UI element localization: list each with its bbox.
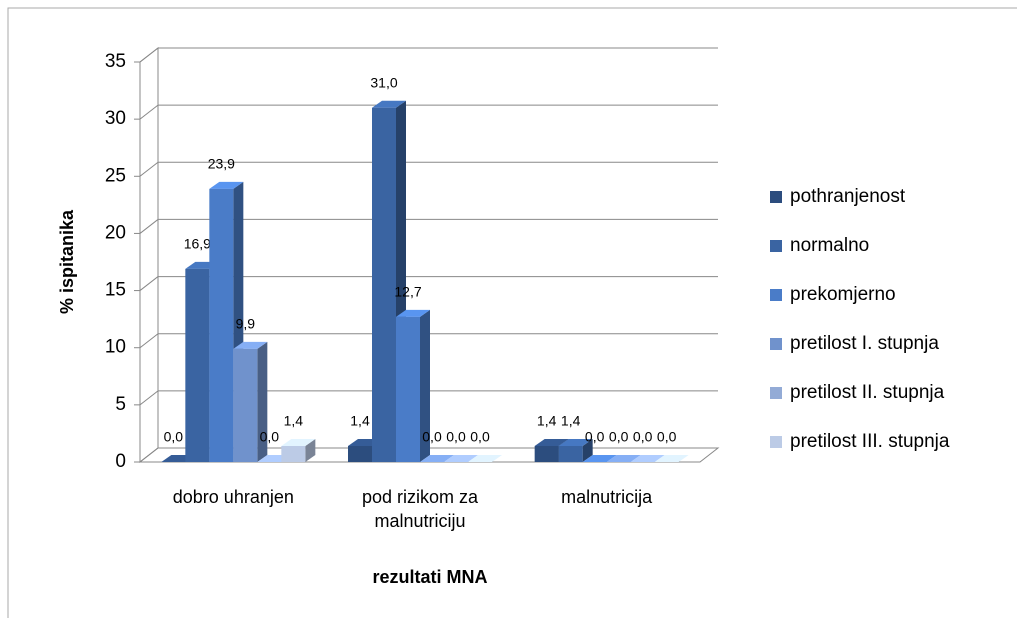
value-label: 1,4 [561,413,581,429]
bar [606,455,641,462]
bar-side [582,439,593,462]
bar-front [348,446,372,462]
y-axis-label: % ispitanika [57,209,77,314]
bar [420,455,454,462]
y-tick-label: 30 [105,108,126,129]
bar-top [630,455,665,462]
y-tick-label: 35 [105,51,126,72]
bar-side [420,309,430,462]
back-wall [139,46,159,464]
legend-swatch [770,289,782,301]
bar-top [372,100,406,108]
legend-swatch [770,387,782,399]
bar [582,455,617,462]
value-label: 9,9 [236,316,256,332]
bar [444,455,478,462]
value-label: 0,0 [260,429,280,445]
bar [654,455,689,462]
legend-label: pothranjenost [790,186,906,207]
bar-front [209,188,234,462]
grid-line-depth [139,333,159,349]
grid-line-depth [139,390,159,406]
grid-line-depth [139,161,159,177]
x-tick-label: malnutricija [561,487,653,507]
value-label: 0,0 [585,429,605,445]
bar [396,309,430,462]
legend-swatch [770,191,782,203]
value-label: 1,4 [284,413,304,429]
y-tick-label: 10 [105,337,126,358]
bar-top [534,439,569,446]
bar-top [420,455,454,462]
bar [281,439,316,462]
bar [558,439,593,462]
x-tick-label: pod rizikom za malnutriciju [361,487,479,531]
legend-swatch [770,436,782,448]
legend-swatch [770,240,782,252]
bar-front [396,316,420,462]
bar [233,341,268,462]
legend-label: prekomjerno [790,284,896,305]
bar-top [444,455,478,462]
value-label: 0,0 [609,429,629,445]
bar-top [281,439,316,446]
bar-front [281,446,306,462]
grid-line-depth [139,447,159,463]
bar-front [558,446,583,462]
y-tick-label: 5 [115,394,126,415]
value-label: 0,0 [164,429,184,445]
bar-front [372,107,396,462]
value-label: 16,9 [184,236,211,252]
bar-front [233,348,258,462]
bar-top [654,455,689,462]
bar [468,455,502,462]
value-label: 1,4 [537,413,557,429]
y-tick-label: 20 [105,222,126,243]
chart-border [7,7,1017,618]
bar [630,455,665,462]
bar-front [534,446,559,462]
bar-side [305,439,316,462]
grid-line-depth [139,47,159,63]
value-label: 0,0 [446,429,466,445]
bar-front [185,268,210,462]
legend-label: pretilost II. stupnja [790,382,945,403]
x-axis-label: rezultati MNA [372,567,487,587]
value-label: 0,0 [633,429,653,445]
bar-top [558,439,593,446]
y-tick-label: 0 [115,451,126,472]
bar-top [233,341,268,349]
legend-label: pretilost I. stupnja [790,333,939,354]
y-tick-label: 15 [105,280,126,301]
bar-top [396,309,430,317]
value-label: 0,0 [470,429,490,445]
legend-label: normalno [790,235,869,256]
value-label: 1,4 [350,413,370,429]
value-label: 23,9 [208,156,235,172]
bar-top [468,455,502,462]
bar-side [257,341,268,462]
bar-top [209,181,244,189]
bar-top [582,455,617,462]
grid-line-depth [139,276,159,291]
legend-swatch [770,338,782,350]
grid-line-depth [139,104,159,120]
grid-line-depth [139,219,159,234]
value-label: 0,0 [422,429,442,445]
bar-top [606,455,641,462]
x-tick-label: dobro uhranjen [172,487,294,507]
y-tick-label: 25 [105,165,126,186]
value-label: 12,7 [394,284,421,300]
value-label: 31,0 [370,74,397,90]
legend-label: pretilost III. stupnja [790,431,950,452]
value-label: 0,0 [657,429,677,445]
